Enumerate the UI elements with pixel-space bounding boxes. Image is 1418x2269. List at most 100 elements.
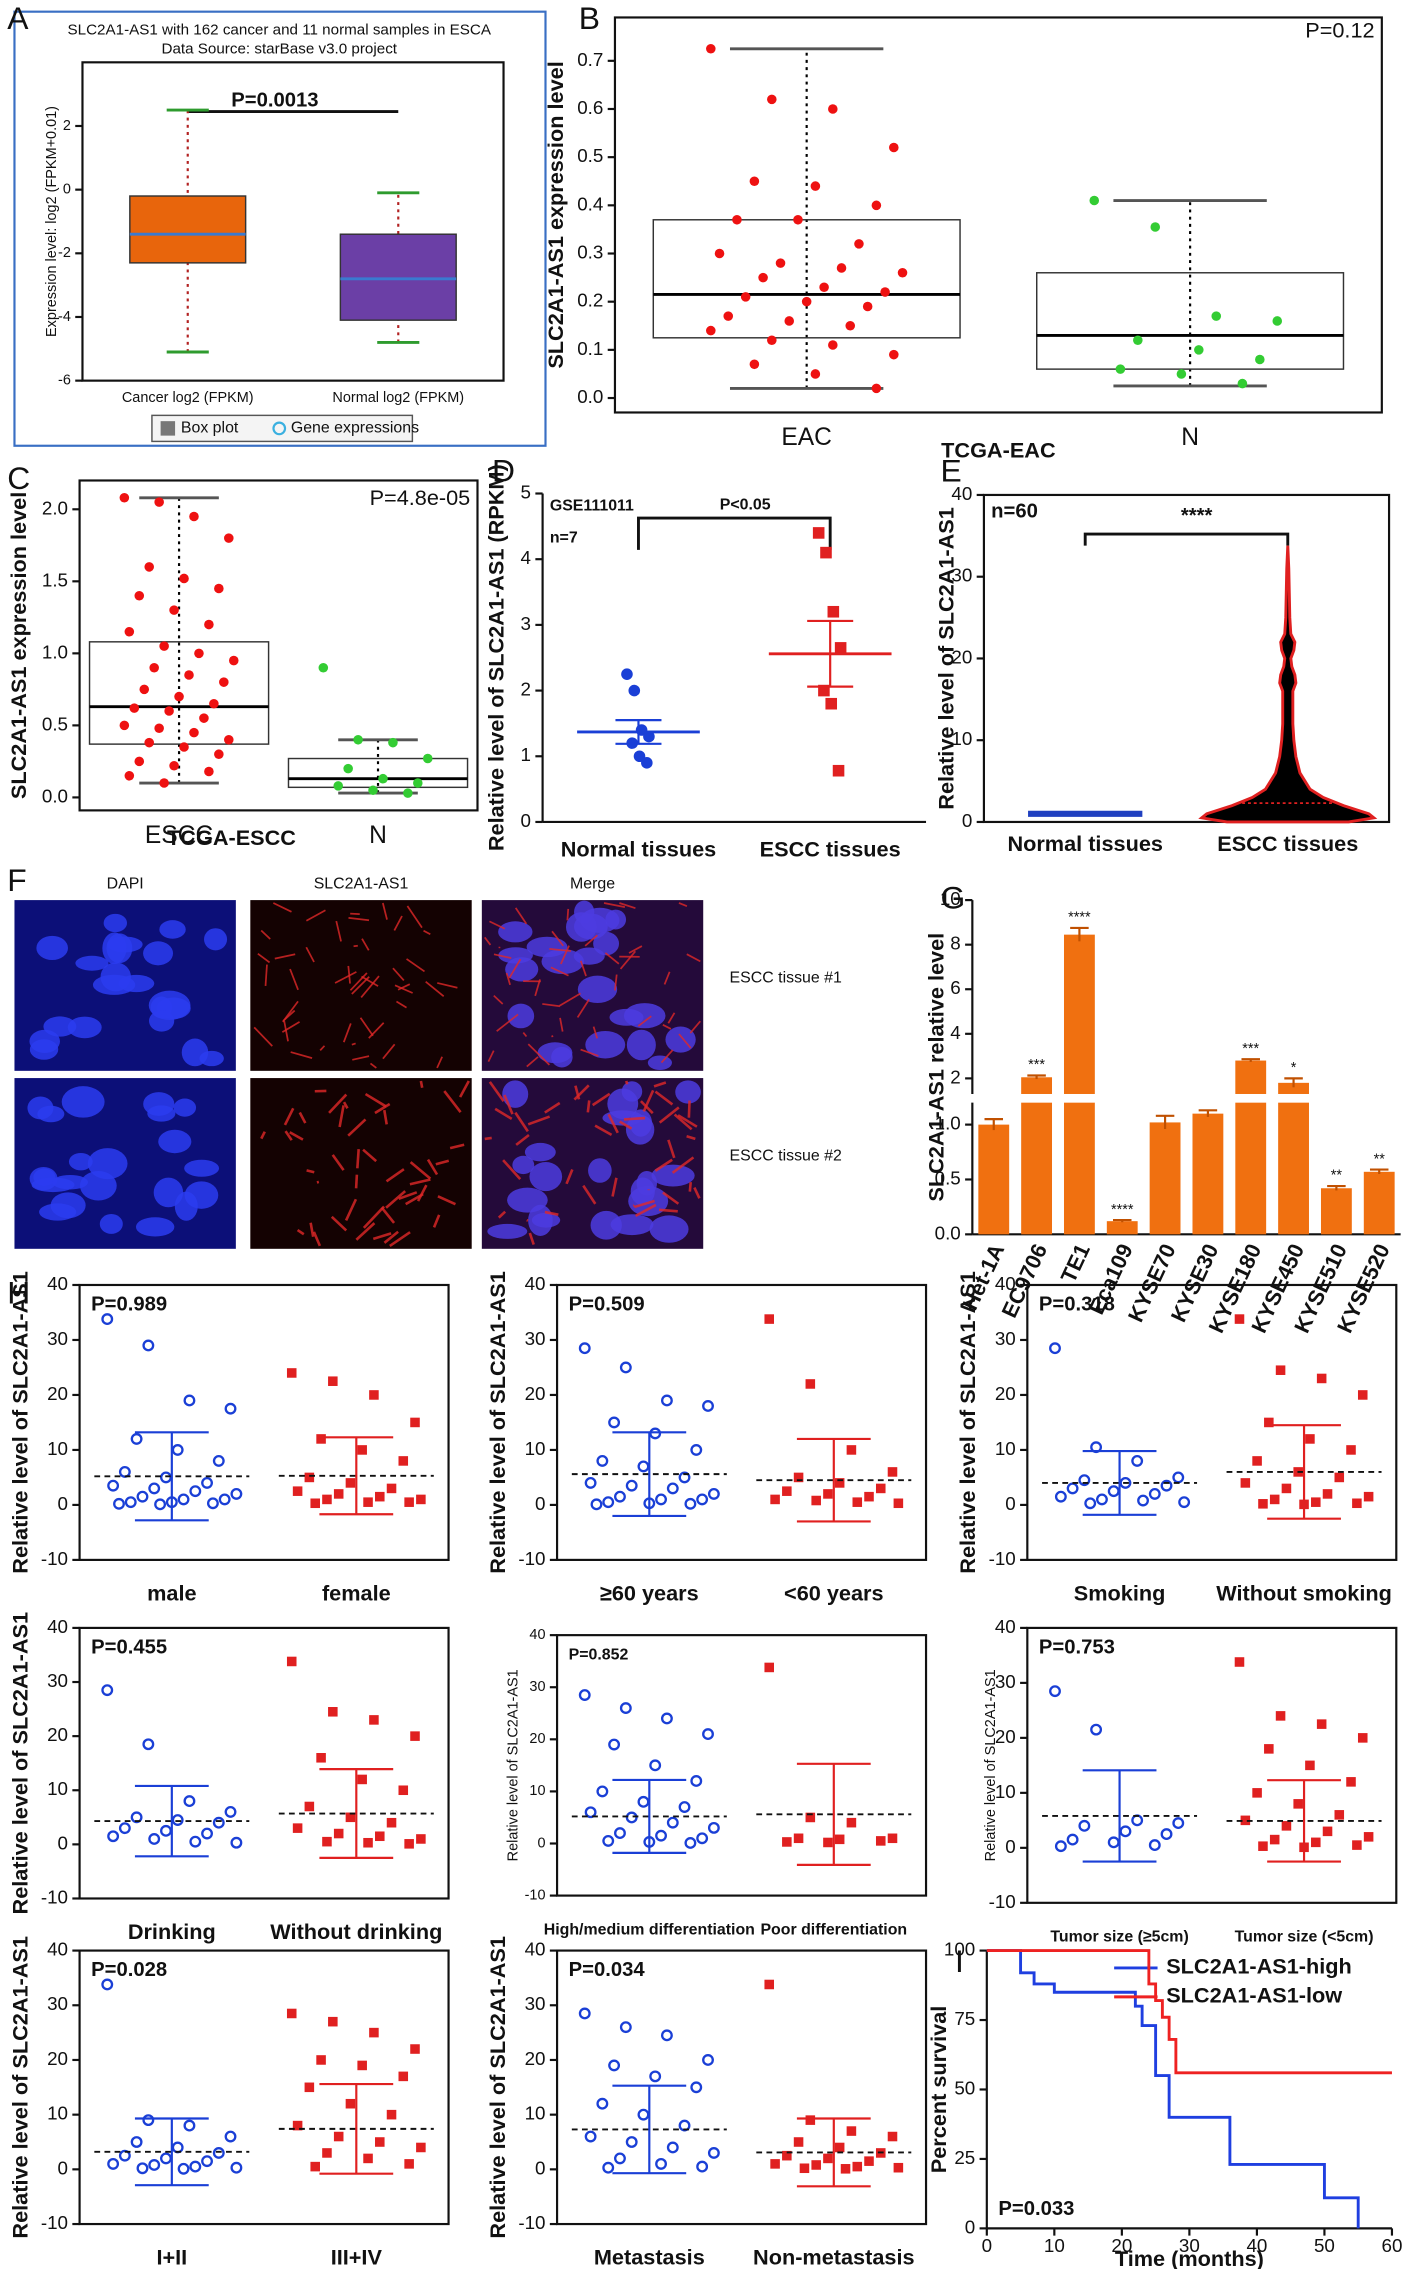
data-point [159,778,169,788]
data-point [179,573,189,584]
data-point [422,753,433,764]
membrane-signal [351,1042,356,1046]
data-point [764,1662,775,1673]
box [88,641,270,745]
x-tick-label: Metastasis [594,2245,705,2269]
data-point [1293,1799,1303,1809]
membrane-signal [289,1131,304,1141]
membrane-signal [667,1012,676,1024]
data-point [398,1456,409,1466]
data-point [218,1493,231,1506]
membrane-signal [348,917,370,922]
box [287,757,469,789]
data-point [702,1400,714,1412]
membrane-signal [619,950,637,970]
data-point [625,1811,638,1824]
data-point [212,1454,225,1467]
membrane-signal [484,1136,492,1141]
y-tick-label: 0 [58,1832,68,1853]
box [339,233,457,321]
membrane-signal [551,930,564,947]
data-point [1255,354,1265,365]
data-point [204,766,214,777]
plot-frame [78,1283,450,1561]
membrane-signal [559,1017,564,1032]
y-tick-label: 30 [47,1328,68,1349]
data-point [1194,345,1204,355]
chart-title: SLC2A1-AS1 with 162 cancer and 11 normal… [68,22,492,39]
data-point [363,1837,373,1848]
x-tick-label: Normal tissues [561,837,717,862]
significance-label: ** [1374,1151,1386,1167]
data-point [775,258,786,268]
y-tick-label: 30 [995,1671,1016,1692]
data-point [1264,1744,1274,1754]
data-point [619,1702,632,1714]
nucleus [647,1055,672,1071]
data-point [286,1368,297,1378]
data-point [328,1376,338,1386]
data-point [201,1476,213,1489]
y-tick-label: 0 [1005,1493,1015,1514]
data-point [596,2097,609,2110]
x-axis-label: TCGA-EAC [941,437,1056,462]
data-point [416,2142,426,2153]
data-point [124,626,135,637]
data-point [154,1498,167,1511]
data-point [666,2141,679,2154]
data-point [805,2115,816,2125]
x-tick-label: Cancer log2 (FPKM) [122,390,254,406]
membrane-signal [253,1026,273,1047]
membrane-signal [392,967,405,982]
membrane-signal [678,902,688,907]
data-point [375,1491,385,1502]
y-tick-label: 20 [525,2048,546,2069]
y-tick-label: 2 [63,118,71,134]
nucleus [529,1162,563,1192]
plot-frame [78,1949,450,2226]
micrograph [250,1078,472,1249]
data-point [164,706,174,716]
data-point [1160,1828,1173,1841]
data-point [614,2152,626,2165]
membrane-signal [611,1177,618,1197]
nucleus [75,955,109,971]
nucleus [609,1008,644,1026]
data-point [702,2054,714,2066]
nucleus [67,1016,102,1039]
data-point [602,1834,615,1847]
x-tick-label: 50 [1314,2235,1335,2256]
plot-frame [1026,1283,1398,1561]
membrane-signal [409,1178,431,1186]
membrane-signal [527,1043,551,1066]
membrane-signal [671,1156,695,1174]
membrane-signal [487,1050,495,1062]
data-point [206,1497,219,1510]
plot-frame [555,1283,928,1561]
nucleus [537,1042,573,1064]
y-tick-label: 0 [535,1493,545,1514]
data-point [177,2162,190,2175]
legend-box [151,414,414,443]
data-point [732,215,742,225]
y-tick-label: -2 [58,245,71,261]
data-point [398,2071,409,2082]
membrane-signal [678,1033,692,1049]
membrane-signal [362,1205,385,1229]
membrane-signal [458,1080,470,1098]
data-point [637,2108,650,2121]
data-point [690,2081,703,2094]
data-point [304,1801,315,1812]
y-tick-label: 0 [1005,1836,1015,1857]
y-tick-label: 40 [529,1627,545,1643]
y-tick-label: 0 [58,2157,68,2178]
y-tick-label: 3 [521,613,531,634]
membrane-signal [437,1195,456,1206]
data-point [1160,1479,1173,1492]
y-tick-label: 0 [58,1493,68,1514]
data-point [101,1313,114,1326]
data-point [764,1314,775,1324]
y-axis-label: SLC2A1-AS1 expression level [6,492,31,799]
membrane-signal [686,953,701,963]
nucleus [100,962,131,992]
